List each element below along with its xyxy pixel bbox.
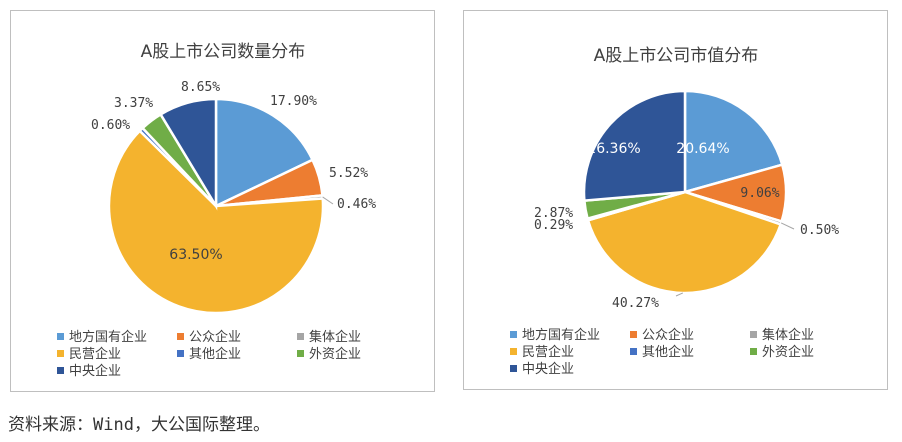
legend-label-1: 地方国有企业 [69,329,147,345]
legend-swatch-2 [630,331,637,338]
chart-title: A股上市公司市值分布 [594,46,759,66]
legend-label-1: 地方国有企业 [522,327,600,343]
legend-label-6: 外资企业 [762,344,814,360]
data-label-2: 9.06% [740,186,779,201]
legend-swatch-6 [297,350,304,357]
data-label-7: 26.36% [587,141,640,157]
data-label-3: 0.50% [800,223,839,238]
legend-swatch-5 [630,348,637,355]
legend-swatch-7 [57,367,64,374]
data-label-3: 0.46% [337,197,376,212]
legend-swatch-3 [750,331,757,338]
pie-slice-4 [107,129,325,315]
data-label-6: 2.87% [534,206,573,221]
legend-swatch-5 [177,350,184,357]
legend-label-4: 民营企业 [522,344,574,360]
chart-panel-count: A股上市公司数量分布 17.90% 5.52% 0.46% 63.50% 0.60% 3.… [10,10,435,392]
data-label-4: 63.50% [169,247,222,263]
legend-swatch-7 [510,365,517,372]
pie-chart-count: A股上市公司数量分布 17.90% 5.52% 0.46% 63.50% 0.60% 3.… [57,42,376,379]
legend-swatch-1 [57,333,64,340]
leader-line-3 [322,196,334,205]
legend-label-7: 中央企业 [69,363,121,379]
data-label-4: 40.27% [612,296,659,311]
legend-swatch-1 [510,331,517,338]
chart-title: A股上市公司数量分布 [141,42,306,62]
pie-slice-1 [214,97,315,208]
data-label-1: 20.64% [676,141,729,157]
legend-swatch-4 [57,350,64,357]
data-label-5: 0.29% [534,218,573,233]
data-label-5: 0.60% [91,118,130,133]
chart-panel-marketcap: A股上市公司市值分布 20.64% 9.06% 0.50% 40.27% 0.29% 2.… [463,10,888,390]
legend-swatch-2 [177,333,184,340]
data-label-6: 3.37% [114,96,153,111]
legend-label-2: 公众企业 [642,327,694,343]
legend-label-2: 公众企业 [189,329,241,345]
leader-line-4 [675,292,684,297]
legend-swatch-4 [510,348,517,355]
leader-line-3 [780,222,795,230]
legend-label-6: 外资企业 [309,346,361,362]
pie-slice-1 [683,89,784,194]
legend-swatch-3 [297,333,304,340]
legend-label-3: 集体企业 [762,327,814,343]
source-note: 资料来源：Wind，大公国际整理。 [8,415,270,435]
data-label-2: 5.52% [329,166,368,181]
legend-label-5: 其他企业 [189,346,241,362]
legend-label-4: 民营企业 [69,346,121,362]
pie-slice-7 [582,89,687,202]
legend-label-5: 其他企业 [642,344,694,360]
pie-slice-7 [158,97,218,211]
pie-slice-4 [586,190,783,295]
legend-label-7: 中央企业 [522,361,574,377]
legend-swatch-6 [750,348,757,355]
data-label-1: 17.90% [270,94,317,109]
data-label-7: 8.65% [181,80,220,95]
pie-chart-marketcap: A股上市公司市值分布 20.64% 9.06% 0.50% 40.27% 0.29%2.… [510,46,839,377]
legend-label-3: 集体企业 [309,329,361,345]
